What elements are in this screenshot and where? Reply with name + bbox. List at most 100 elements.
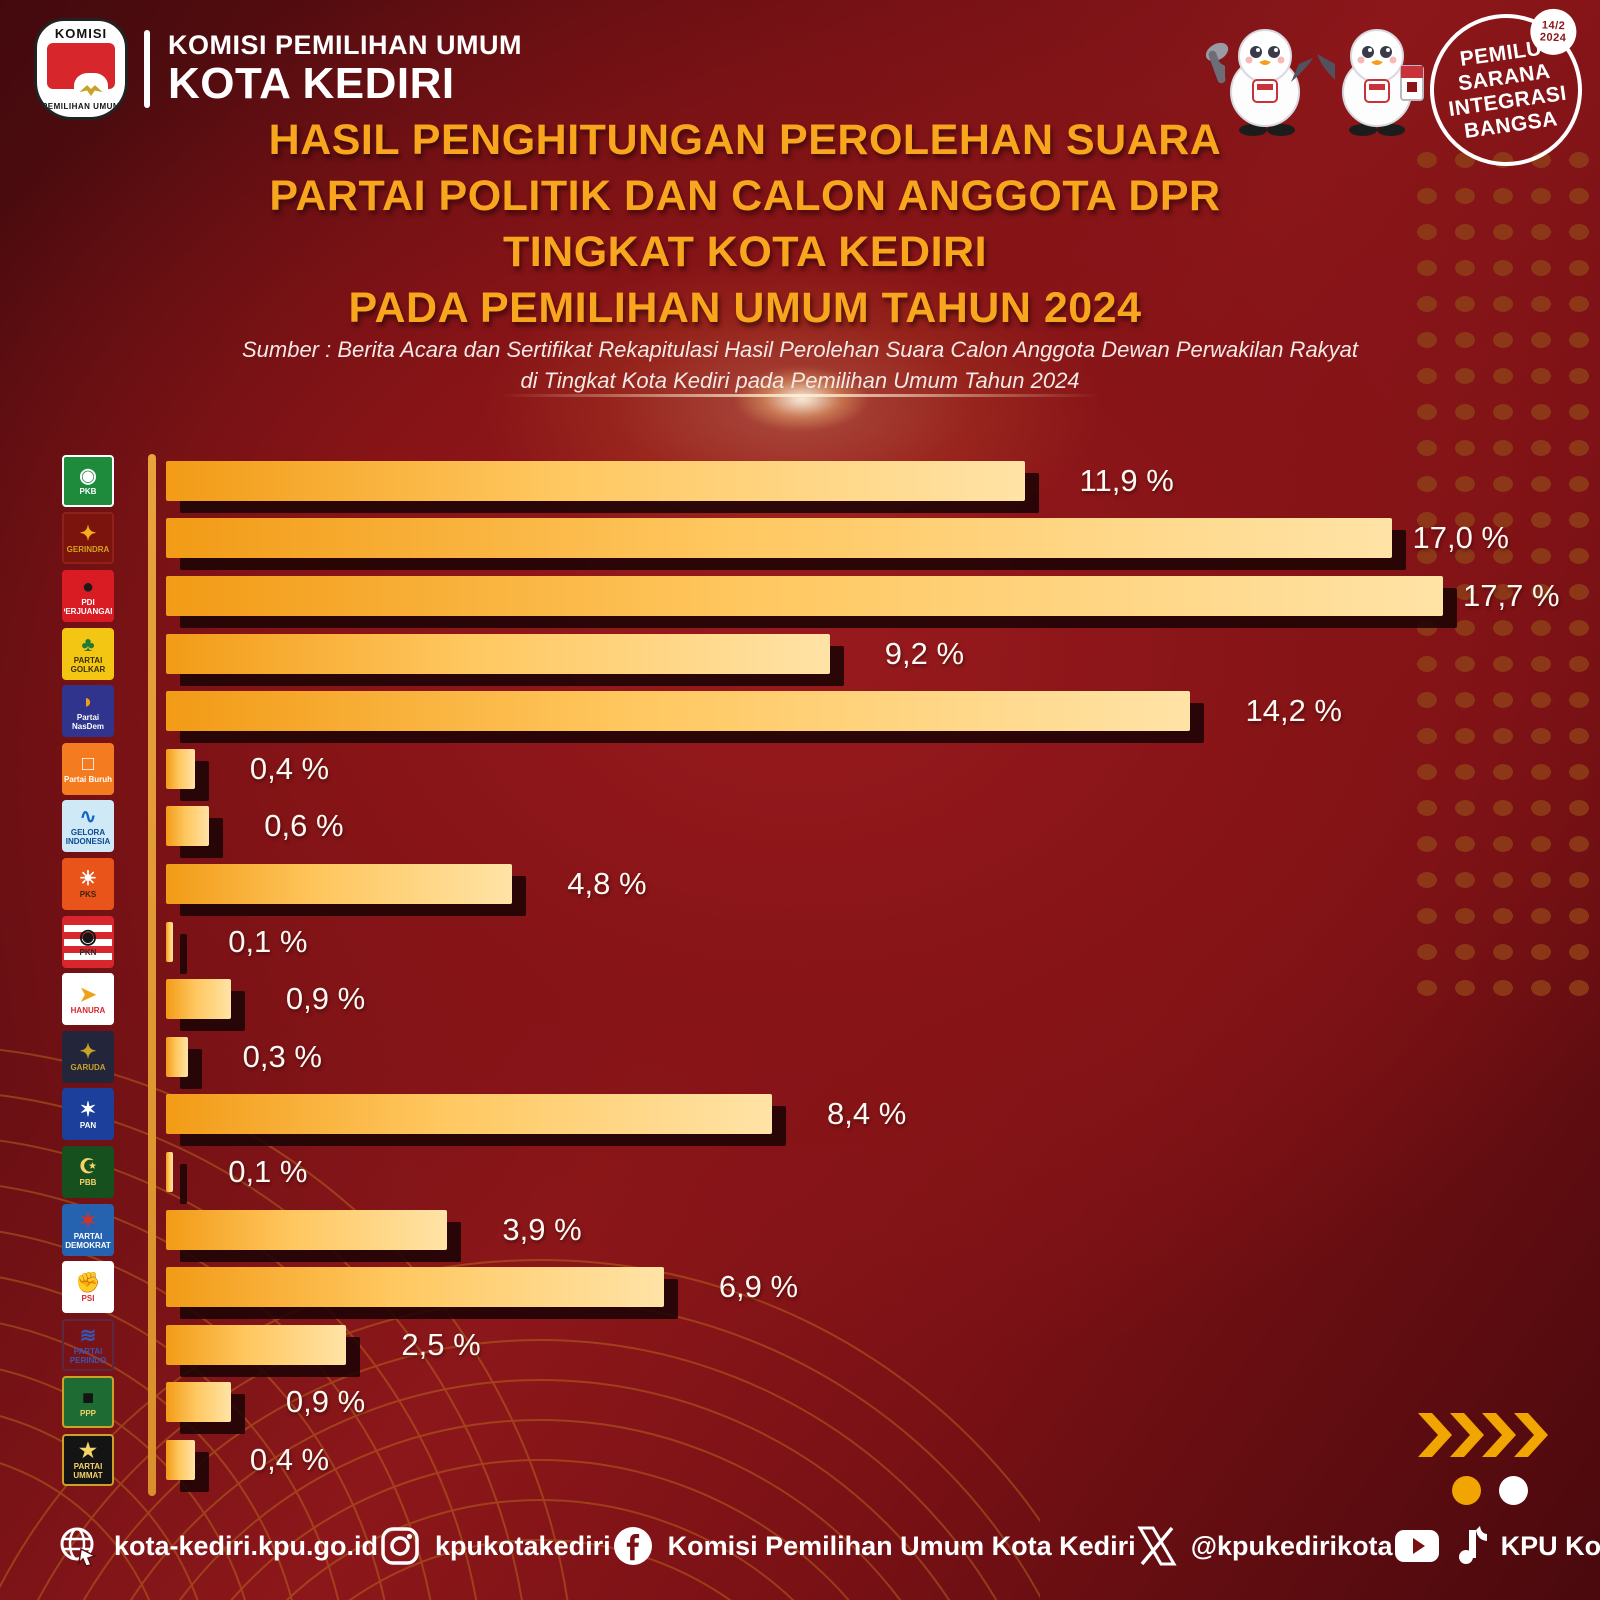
party-logo-nasdem: ◗ Partai NasDem [62, 685, 114, 738]
chart-row-nasdem: ◗ Partai NasDem 14,2 % [60, 682, 1560, 740]
party-glyph-perindo: ≋ [79, 1324, 97, 1347]
chart-row-pdip: ● PDI PERJUANGAN 17,7 % [60, 567, 1560, 625]
kpu-logo-komisi-text: KOMISI [54, 26, 108, 41]
footer-x-text: @kpukedirikota [1190, 1530, 1393, 1561]
party-abbr-ppp: PPP [79, 1408, 96, 1418]
party-abbr-pkb: PKB [79, 487, 97, 497]
footer-x[interactable]: @kpukedirikota [1136, 1525, 1393, 1567]
bar-value-buruh: 0,4 % [249, 750, 330, 786]
bar-value-pdip: 17,7 % [1463, 577, 1560, 613]
chart-row-demokrat: ✶ PARTAI DEMOKRAT 3,9 % [60, 1201, 1560, 1259]
footer-instagram-text: kpukotakediri [435, 1530, 611, 1561]
party-logo-pkb: ◉ PKB [62, 454, 114, 507]
party-abbr-perindo: PARTAI PERINDO [69, 1346, 107, 1365]
bar-value-pkn: 0,1 % [228, 923, 308, 959]
bar-value-pks: 4,8 % [567, 865, 647, 901]
chart-row-pkb: ◉ PKB 11,9 % [60, 452, 1560, 510]
kpu-logo-red-field [47, 43, 115, 105]
footer-facebook[interactable]: Komisi Pemilihan Umum Kota Kediri [611, 1524, 1136, 1568]
bar-value-ppp: 0,9 % [285, 1384, 366, 1420]
youtube-icon [1394, 1530, 1439, 1562]
party-abbr-nasdem: Partai NasDem [71, 713, 104, 732]
bar-value-pan: 8,4 % [827, 1096, 907, 1132]
bar-demokrat [166, 1209, 448, 1250]
globe-icon [60, 1527, 98, 1567]
source-note: Sumber : Berita Acara dan Sertifikat Rek… [0, 334, 1600, 396]
page-dot-active[interactable] [1452, 1476, 1481, 1505]
title-line-2: PARTAI POLITIK DAN CALON ANGGOTA DPR [269, 172, 1221, 220]
chevron-arrows-icon [1416, 1412, 1548, 1463]
party-logo-gerindra: ✦ GERINDRA [62, 512, 114, 565]
bar-value-garuda: 0,3 % [242, 1038, 322, 1074]
bar-chart: ◉ PKB 11,9 % ✦ GERINDRA 17,0 % ● PDI PERJUANGAN… [60, 452, 1560, 1496]
chart-row-psi: ✊ PSI 6,9 % [60, 1258, 1560, 1316]
party-abbr-garuda: GARUDA [70, 1063, 106, 1073]
bar-psi [166, 1267, 664, 1308]
bar-value-hanura: 0,9 % [285, 981, 366, 1017]
bar-value-psi: 6,9 % [718, 1269, 799, 1305]
title-line-4: PADA PEMILIHAN UMUM TAHUN 2024 [348, 284, 1142, 332]
bar-pkb [166, 460, 1025, 501]
chart-row-golkar: ♣ PARTAI GOLKAR 9,2 % [60, 625, 1560, 683]
org-name: KOMISI PEMILIHAN UMUM [168, 30, 522, 60]
bar-value-pkb: 11,9 % [1079, 462, 1174, 498]
party-glyph-garuda: ✦ [79, 1041, 97, 1064]
bar-value-perindo: 2,5 % [401, 1326, 481, 1362]
party-abbr-pks: PKS [79, 890, 97, 900]
bar-pbb [166, 1151, 174, 1192]
kpu-logo: KOMISI PEMILIHAN UMUM [34, 18, 128, 120]
source-line-1: Sumber : Berita Acara dan Sertifikat Rek… [241, 337, 1359, 362]
footer-website-text: kota-kediri.kpu.go.id [114, 1530, 379, 1561]
bar-garuda [166, 1036, 188, 1077]
party-glyph-pkn: ◉ [79, 926, 97, 949]
bar-value-demokrat: 3,9 % [502, 1211, 582, 1247]
footer: kota-kediri.kpu.go.id kpukotakediri Komi… [55, 1512, 1600, 1580]
party-logo-hanura: ➤ HANURA [62, 973, 114, 1026]
garuda-icon [79, 85, 103, 96]
bar-value-gerindra: 17,0 % [1412, 520, 1509, 556]
chart-row-hanura: ➤ HANURA 0,9 % [60, 970, 1560, 1028]
footer-youtube-tiktok[interactable]: KPU Kota Kediri [1393, 1526, 1600, 1566]
bar-gelora [166, 806, 210, 847]
party-logo-ppp: ■ PPP [62, 1376, 114, 1429]
party-logo-ummat: ★ PARTAI UMMAT [62, 1433, 114, 1486]
kpu-logo-pemilihan-umum-text: PEMILIHAN UMUM [41, 102, 121, 111]
party-glyph-pdip: ● [81, 575, 95, 598]
bar-buruh [166, 748, 195, 789]
party-glyph-psi: ✊ [75, 1271, 101, 1294]
mascot-sulu [1317, 29, 1424, 136]
footer-facebook-text: Komisi Pemilihan Umum Kota Kediri [667, 1530, 1136, 1561]
party-abbr-gelora: GELORA INDONESIA [65, 828, 111, 847]
bar-perindo [166, 1324, 347, 1365]
lens-flare-streak [500, 394, 1100, 397]
region-name: KOTA KEDIRI [168, 59, 455, 108]
party-glyph-pbb: ☪ [79, 1156, 97, 1179]
bar-ppp [166, 1382, 231, 1423]
bar-pan [166, 1094, 773, 1135]
party-abbr-pkn: PKN [79, 948, 97, 958]
footer-instagram[interactable]: kpukotakediri [378, 1524, 611, 1568]
party-abbr-hanura: HANURA [70, 1005, 106, 1015]
party-glyph-pkb: ◉ [79, 465, 97, 488]
kpu-logo-shield [74, 73, 108, 105]
page-dot[interactable] [1499, 1476, 1528, 1505]
chart-row-pkn: ◉ PKN 0,1 % [60, 913, 1560, 971]
party-logo-demokrat: ✶ PARTAI DEMOKRAT [62, 1203, 114, 1256]
party-abbr-gerindra: GERINDRA [66, 544, 110, 554]
party-abbr-demokrat: PARTAI DEMOKRAT [65, 1231, 111, 1250]
instagram-icon [381, 1527, 419, 1565]
source-line-2: di Tingkat Kota Kediri pada Pemilihan Um… [520, 368, 1080, 393]
tiktok-icon [1458, 1526, 1487, 1564]
party-logo-pks: ☀ PKS [62, 857, 114, 910]
party-abbr-golkar: PARTAI GOLKAR [70, 655, 106, 674]
footer-website[interactable]: kota-kediri.kpu.go.id [55, 1523, 378, 1569]
bar-gerindra [166, 518, 1393, 559]
bar-golkar [166, 633, 830, 674]
page-indicator[interactable] [1452, 1476, 1528, 1505]
chart-row-gelora: ∿ GELORA INDONESIA 0,6 % [60, 798, 1560, 856]
party-abbr-ummat: PARTAI UMMAT [73, 1461, 103, 1480]
header: KOMISI PEMILIHAN UMUM KOMISI PEMILIHAN U… [34, 18, 522, 120]
bar-pdip [166, 575, 1443, 616]
party-glyph-nasdem: ◗ [81, 691, 95, 714]
